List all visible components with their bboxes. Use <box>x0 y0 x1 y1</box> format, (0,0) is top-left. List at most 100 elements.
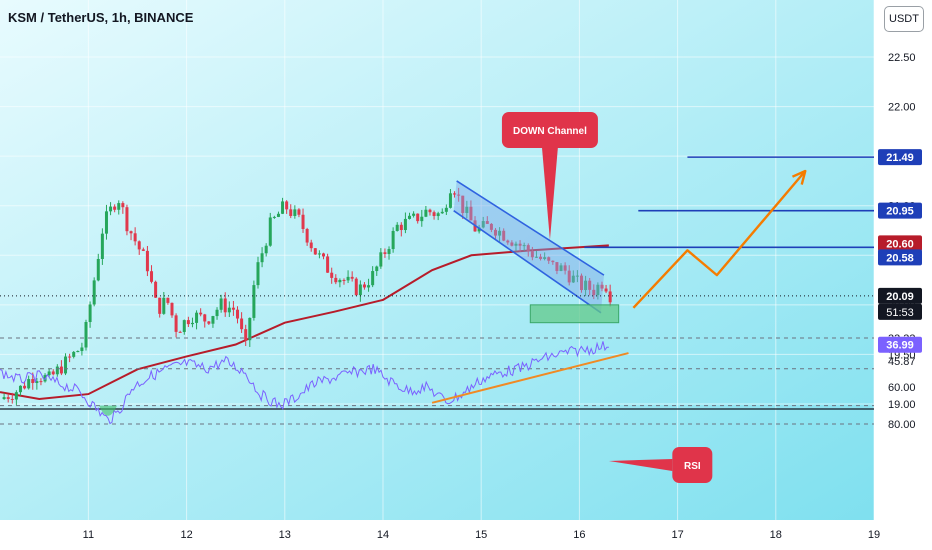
candle-body <box>526 245 530 252</box>
candle-body <box>354 278 358 296</box>
candle-body <box>219 298 223 310</box>
candle-body <box>133 233 137 242</box>
time-tick-label: 15 <box>475 529 487 541</box>
price-tag <box>878 287 922 304</box>
candle-body <box>35 381 39 384</box>
currency-button[interactable]: USDT <box>884 6 924 32</box>
countdown-tag <box>878 303 922 320</box>
candle-body <box>166 297 170 303</box>
candle-body <box>199 312 203 315</box>
candle-body <box>338 279 342 283</box>
price-tick-label: 19.00 <box>888 399 916 411</box>
time-axis[interactable]: 11 12 13 14 15 16 17 18 19 <box>0 520 932 550</box>
candle-body <box>383 252 387 254</box>
candle-body <box>186 320 190 325</box>
candle-body <box>432 212 436 217</box>
candle-body <box>31 379 35 384</box>
candle-body <box>391 230 395 250</box>
candle-body <box>293 209 297 216</box>
price-tick-label: 22.00 <box>888 102 916 114</box>
candle-body <box>256 262 260 286</box>
candle-body <box>244 329 248 341</box>
price-axis[interactable]: 22.5022.0021.5021.0020.5020.0019.5019.00… <box>874 0 932 550</box>
candle-body <box>231 307 235 310</box>
candle-body <box>6 397 10 399</box>
candle-body <box>600 284 604 289</box>
candle-body <box>387 249 391 254</box>
moving-average-layer <box>0 244 609 401</box>
candle-body <box>223 298 227 313</box>
candle-body <box>436 213 440 217</box>
channel-fill <box>453 180 604 313</box>
candle-body <box>592 289 596 296</box>
candle-body <box>559 265 563 271</box>
time-tick-label: 13 <box>279 529 291 541</box>
candle-body <box>2 397 6 400</box>
price-tag-label: 20.58 <box>886 252 914 264</box>
candle-body <box>579 275 583 291</box>
price-axis-bg <box>874 0 932 550</box>
candle-body <box>121 203 125 208</box>
candle-body <box>141 249 145 251</box>
candle-body <box>215 309 219 317</box>
candle-body <box>604 288 608 292</box>
candle-body <box>379 252 383 267</box>
candle-body <box>326 256 330 273</box>
candle-body <box>469 206 473 221</box>
candle-body <box>84 322 88 348</box>
candle-body <box>252 285 256 318</box>
candle-body <box>104 211 108 234</box>
rsi-callout-label: RSI <box>684 461 701 472</box>
candle-body <box>301 214 305 229</box>
price-tag <box>878 235 922 252</box>
candle-body <box>584 280 588 291</box>
candle-body <box>375 266 379 272</box>
candle-body <box>522 245 526 247</box>
rsi-value-tag <box>878 336 922 353</box>
symbol-title[interactable]: KSM / TetherUS, 1h, BINANCE <box>8 10 194 25</box>
candle-body <box>195 312 199 323</box>
candle-body <box>453 193 457 195</box>
candle-body <box>493 229 497 236</box>
candle-body <box>305 228 309 243</box>
candle-body <box>23 385 27 389</box>
projection-layer <box>632 169 807 309</box>
candle-body <box>395 224 399 231</box>
candle-body <box>268 217 272 246</box>
candle-body <box>408 215 412 219</box>
candle-body <box>362 284 366 288</box>
candle-body <box>10 398 14 400</box>
candle-body <box>88 304 92 323</box>
candle-body <box>248 317 252 341</box>
candle-body <box>424 209 428 217</box>
candle-body <box>444 207 448 212</box>
candle-body <box>80 347 84 352</box>
rsi-line <box>0 341 609 425</box>
chart-background <box>0 0 874 520</box>
candle-body <box>498 230 502 236</box>
candle-body <box>100 233 104 259</box>
time-tick-label: 16 <box>573 529 585 541</box>
candle-body <box>367 285 371 288</box>
time-tick-label: 17 <box>671 529 683 541</box>
candle-body <box>162 297 166 314</box>
candle-body <box>68 356 72 358</box>
candles-layer <box>2 187 612 405</box>
candle-body <box>448 193 452 208</box>
candle-body <box>428 209 432 213</box>
rsi-panel <box>0 337 874 425</box>
candle-body <box>240 318 244 330</box>
candle-body <box>182 320 186 332</box>
callouts-layer: DOWN Channel RSI <box>501 112 713 483</box>
candle-body <box>211 316 215 324</box>
candle-body <box>342 279 346 281</box>
candle-body <box>178 331 182 333</box>
down-channel-label: DOWN Channel <box>513 126 587 137</box>
projection-arrowhead <box>791 169 807 185</box>
price-tag-label: 20.95 <box>886 206 914 218</box>
projection-path <box>632 170 807 309</box>
candle-body <box>117 203 121 210</box>
candle-body <box>555 262 559 271</box>
rsi-tick-label: 45.87 <box>888 356 916 368</box>
candle-body <box>158 297 162 314</box>
